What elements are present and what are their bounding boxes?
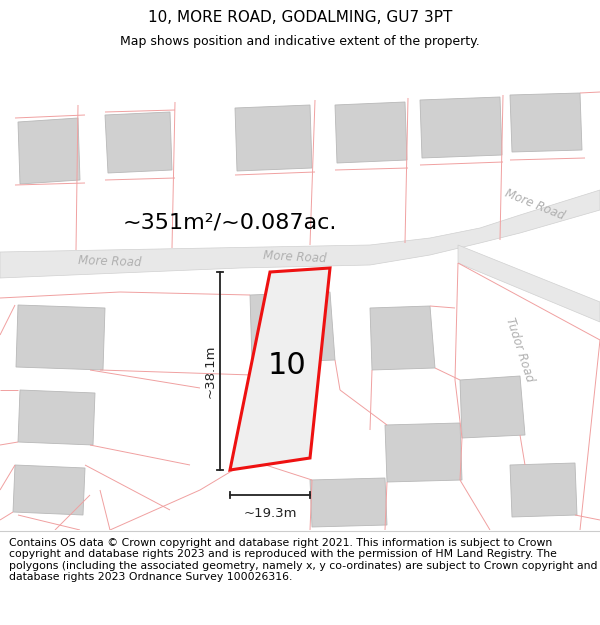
Polygon shape [310, 478, 387, 527]
Text: More Road: More Road [78, 254, 142, 269]
Polygon shape [510, 93, 582, 152]
Polygon shape [510, 463, 577, 517]
Polygon shape [458, 245, 600, 322]
Polygon shape [13, 465, 85, 515]
Polygon shape [460, 376, 525, 438]
Polygon shape [370, 306, 435, 370]
Text: Contains OS data © Crown copyright and database right 2021. This information is : Contains OS data © Crown copyright and d… [9, 538, 598, 582]
Polygon shape [235, 105, 312, 171]
Polygon shape [420, 97, 502, 158]
Text: More Road: More Road [503, 187, 567, 223]
Polygon shape [335, 102, 407, 163]
Polygon shape [230, 268, 330, 470]
Polygon shape [16, 305, 105, 370]
Text: ~38.1m: ~38.1m [203, 344, 217, 398]
Text: ~351m²/~0.087ac.: ~351m²/~0.087ac. [123, 212, 337, 232]
Text: Map shows position and indicative extent of the property.: Map shows position and indicative extent… [120, 35, 480, 48]
Polygon shape [105, 112, 172, 173]
Text: More Road: More Road [263, 249, 327, 265]
Text: 10, MORE ROAD, GODALMING, GU7 3PT: 10, MORE ROAD, GODALMING, GU7 3PT [148, 10, 452, 25]
Polygon shape [0, 190, 600, 278]
Polygon shape [385, 423, 462, 482]
Text: Tudor Road: Tudor Road [503, 316, 536, 384]
Polygon shape [18, 390, 95, 445]
Polygon shape [18, 118, 80, 184]
Polygon shape [250, 292, 335, 363]
Text: 10: 10 [268, 351, 307, 379]
Text: ~19.3m: ~19.3m [243, 507, 297, 520]
